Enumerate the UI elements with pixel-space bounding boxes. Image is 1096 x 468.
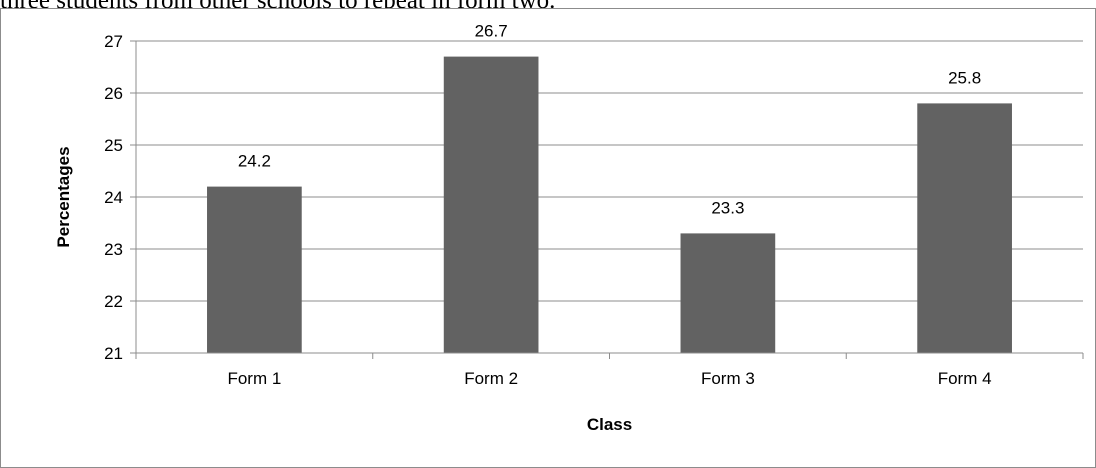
x-tick-label: Form 4 bbox=[938, 369, 992, 388]
data-label: 25.8 bbox=[948, 68, 981, 87]
data-label: 24.2 bbox=[238, 152, 271, 171]
y-tick-label: 26 bbox=[104, 84, 123, 103]
x-tick-label: Form 1 bbox=[227, 369, 281, 388]
bar bbox=[207, 186, 302, 353]
y-tick-label: 22 bbox=[104, 292, 123, 311]
bars bbox=[207, 56, 1012, 354]
y-tick-label: 27 bbox=[104, 32, 123, 51]
x-tick-label: Form 3 bbox=[701, 369, 755, 388]
labels: 21 22 23 24 25 26 27 24.2 Form 1 26.7 Form 2 23.3 Fo… bbox=[54, 22, 992, 434]
y-tick-label: 24 bbox=[104, 188, 123, 207]
data-label: 26.7 bbox=[475, 22, 508, 41]
chart-area: 21 22 23 24 25 26 27 24.2 Form 1 26.7 Form 2 23.3 Fo… bbox=[0, 8, 1096, 468]
bar bbox=[443, 56, 539, 353]
axes bbox=[130, 40, 1084, 359]
data-label: 23.3 bbox=[711, 198, 744, 217]
y-tick-label: 25 bbox=[104, 136, 123, 155]
bar bbox=[680, 233, 776, 353]
x-tick-label: Form 2 bbox=[464, 369, 518, 388]
bar-chart: 21 22 23 24 25 26 27 24.2 Form 1 26.7 Form 2 23.3 Fo… bbox=[54, 22, 1084, 434]
bar bbox=[917, 103, 1012, 354]
y-axis-title: Percentages bbox=[54, 146, 73, 247]
y-tick-label: 21 bbox=[104, 344, 123, 363]
y-tick-label: 23 bbox=[104, 240, 123, 259]
x-axis-title: Class bbox=[587, 415, 632, 434]
